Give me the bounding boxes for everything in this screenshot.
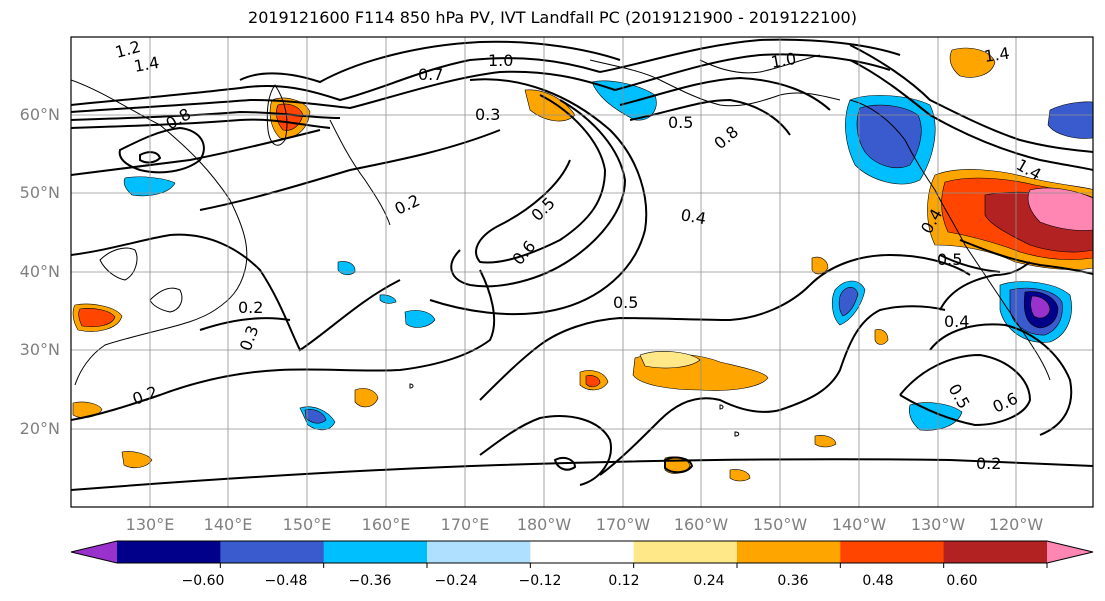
colorbar-extend-high <box>1047 541 1093 563</box>
graticule <box>71 37 1093 507</box>
lon-label: 160°W <box>673 515 729 534</box>
colorbar-tick-label: −0.60 <box>181 573 225 589</box>
contour-label: 0.5 <box>613 293 638 312</box>
lon-label: 170°E <box>440 515 490 534</box>
contour-label: 1.0 <box>769 49 797 72</box>
colorbar-outline <box>70 540 1094 564</box>
coastlines <box>71 54 1051 437</box>
contour-label: 0.5 <box>937 250 962 269</box>
lat-label-60n: 60°N <box>19 105 60 124</box>
lat-label-40n: 40°N <box>19 262 60 281</box>
lon-label: 120°W <box>988 515 1044 534</box>
contour-label: 1.0 <box>488 51 513 70</box>
colorbar-segment <box>840 541 945 563</box>
colorbar-segment <box>117 541 221 563</box>
lon-label: 130°E <box>125 515 175 534</box>
lon-label: 140°E <box>203 515 253 534</box>
colorbar-segment <box>530 541 635 563</box>
colorbar-segment <box>943 541 1048 563</box>
lat-label-50n: 50°N <box>19 183 60 202</box>
contour-label: 0.3 <box>475 105 500 124</box>
contour-label: 0.2 <box>976 454 1001 473</box>
colorbar-tick-label: 0.48 <box>862 573 894 589</box>
lon-label: 160°E <box>361 515 411 534</box>
colorbar-segment <box>633 541 738 563</box>
colorbar-tick-label: −0.24 <box>434 573 478 589</box>
colorbar-tick-label: 0.36 <box>777 573 809 589</box>
map-title: 2019121600 F114 850 hPa PV, IVT Landfall… <box>248 8 857 27</box>
lon-label: 130°W <box>910 515 966 534</box>
contour-label: 1.4 <box>983 44 1011 66</box>
pc-shading <box>72 47 1093 482</box>
colorbar-extend-low <box>71 541 117 563</box>
colorbar-tick-label: 0.12 <box>608 573 640 589</box>
lon-label: 150°E <box>282 515 332 534</box>
colorbar-segment <box>323 541 428 563</box>
lon-label: 150°W <box>752 515 808 534</box>
colorbar-tick-label: 0.60 <box>946 573 978 589</box>
colorbar-tick-label: −0.48 <box>264 573 308 589</box>
contour-label: 0.4 <box>944 312 969 331</box>
contour-label: 0.2 <box>238 298 263 317</box>
colorbar-tick-label: −0.36 <box>348 573 392 589</box>
colorbar-tick-label: 0.24 <box>693 573 725 589</box>
colorbar-segment <box>220 541 325 563</box>
map-frame <box>70 36 1094 508</box>
lon-label: 170°W <box>595 515 651 534</box>
colorbar-segment <box>737 541 841 563</box>
lat-label-30n: 30°N <box>19 340 60 359</box>
contour-label: 1.4 <box>132 53 160 76</box>
contour-label: 0.4 <box>679 205 707 228</box>
lon-label: 140°W <box>831 515 887 534</box>
contour-label: 0.7 <box>418 65 443 84</box>
colorbar-tick-label: −0.12 <box>518 573 562 589</box>
pv-contours <box>71 38 1093 491</box>
colorbar-segment <box>427 541 531 563</box>
contour-label: 0.5 <box>668 113 693 132</box>
lon-label: 180°W <box>516 515 572 534</box>
colorbar <box>70 540 1094 568</box>
lat-label-20n: 20°N <box>19 419 60 438</box>
